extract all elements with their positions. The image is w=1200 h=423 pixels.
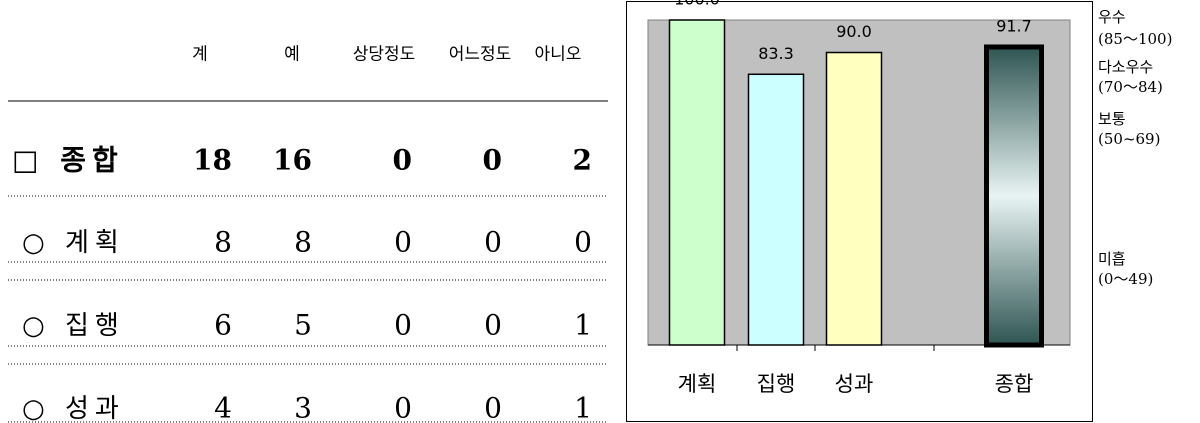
cell: 0: [393, 144, 412, 177]
bar: [825, 51, 883, 346]
cell: 2: [573, 144, 592, 177]
value-label: 90.0: [836, 22, 872, 41]
band-name: 미흡: [1098, 250, 1126, 268]
x-tick-label: 집행: [757, 372, 796, 396]
x-tick-label: 성과: [835, 372, 874, 396]
row-label: ○ 성과: [22, 394, 125, 423]
row-label: ○ 계획: [22, 228, 125, 258]
cell: 0: [484, 309, 502, 342]
cell: 0: [484, 392, 502, 423]
value-label: 100.0: [674, 0, 720, 9]
cell: 1: [574, 309, 592, 342]
row-label: □ 종합: [12, 144, 124, 177]
column-header: 아니오: [535, 45, 582, 65]
band-name: 다소우수: [1098, 58, 1153, 76]
band-name: 보통: [1098, 110, 1126, 128]
cell: 0: [574, 226, 592, 259]
column-header: 상당정도: [353, 45, 416, 65]
cell: 8: [214, 226, 232, 259]
cell: 0: [394, 226, 412, 259]
x-tick-label: 계획: [678, 372, 717, 396]
cell: 0: [484, 226, 502, 259]
cell: 18: [193, 144, 232, 177]
cell: 0: [394, 392, 412, 423]
row-label: ○ 집행: [22, 311, 125, 341]
cell: 6: [214, 309, 232, 342]
cell: 1: [574, 392, 592, 423]
bar: [984, 44, 1044, 348]
dotted-rules: [8, 195, 608, 423]
column-header: 계: [192, 45, 208, 65]
value-label: 91.7: [996, 16, 1032, 35]
bar: [747, 73, 805, 346]
cell: 16: [273, 144, 312, 177]
bar: [668, 19, 726, 346]
column-header: 예: [284, 45, 300, 65]
band-name: 우수: [1098, 8, 1126, 26]
cell: 0: [483, 144, 502, 177]
value-label: 83.3: [758, 44, 794, 63]
band-range: (50~69): [1098, 130, 1160, 148]
column-header: 어느정도: [449, 45, 512, 65]
band-range: (85～100): [1098, 30, 1172, 48]
band-range: (0～49): [1098, 270, 1153, 288]
cell: 0: [394, 309, 412, 342]
band-range: (70～84): [1098, 78, 1163, 96]
x-tick-label: 종합: [995, 372, 1034, 396]
cell: 4: [214, 392, 232, 423]
cell: 8: [294, 226, 312, 259]
cell: 3: [294, 392, 312, 423]
cell: 5: [294, 309, 312, 342]
